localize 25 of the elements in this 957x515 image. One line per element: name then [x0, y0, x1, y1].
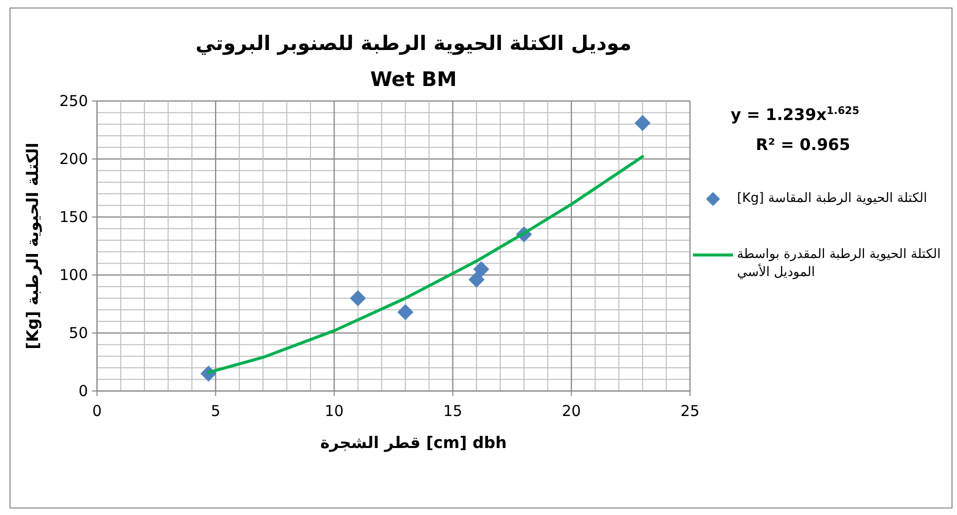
x-tick-label: 25	[680, 402, 700, 420]
legend-label: الكتلة الحيوية الرطبة المقدرة بواسطة الموديل الأسي	[737, 246, 942, 282]
point	[634, 115, 651, 132]
y-tick-label: 250	[59, 92, 88, 110]
x-tick-label: 5	[210, 402, 220, 420]
y-tick-label: 0	[78, 382, 88, 400]
chart-subtitle: Wet BM	[370, 67, 457, 91]
text: R² = 0.965	[756, 135, 850, 154]
y-tick-label: 50	[68, 324, 88, 342]
point	[473, 261, 490, 278]
y-tick-label: 150	[59, 208, 88, 226]
y-tick-label: 200	[59, 150, 88, 168]
x-tick-label: 10	[324, 402, 344, 420]
chart-title: موديل الكتلة الحيوية الرطبة للصنوبر البروتي	[195, 31, 632, 55]
y-axis-title: الكتلة الحيوية الرطبة [Kg]	[23, 142, 42, 350]
point	[468, 272, 485, 288]
y-tick-label: 100	[59, 266, 88, 284]
legend-label: الكتلة الحيوية الرطبة المقاسة [Kg]	[737, 190, 928, 208]
x-tick-label: 15	[443, 402, 462, 420]
text: y = 1.239x$^{1.625}$	[730, 105, 860, 124]
point	[397, 304, 414, 320]
point	[350, 290, 366, 306]
x-tick-label: 20	[562, 402, 581, 420]
x-axis-title: قطر الشجرة [cm] dbh	[320, 433, 507, 452]
x-tick-label: 0	[92, 402, 102, 420]
